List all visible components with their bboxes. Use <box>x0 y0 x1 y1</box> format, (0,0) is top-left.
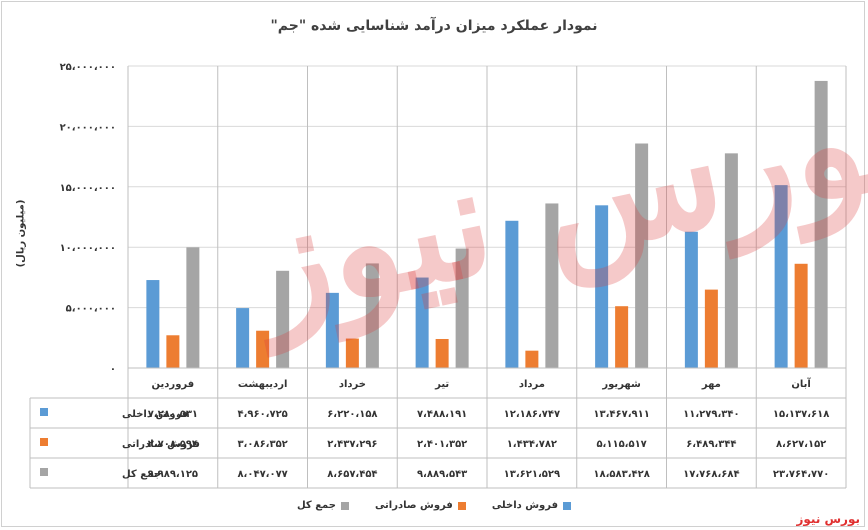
data-label: ۹،۸۸۹،۵۴۳ <box>417 469 467 480</box>
data-label: ۲،۴۳۷،۲۹۶ <box>327 439 377 450</box>
bar <box>186 247 200 368</box>
legend-key <box>40 438 48 446</box>
data-label: ۱،۴۳۴،۷۸۲ <box>507 439 557 450</box>
legend-label: فروش داخلی <box>491 500 559 511</box>
data-label: ۲،۴۰۱،۳۵۲ <box>417 439 467 450</box>
bar <box>455 248 469 368</box>
legend-label: جمع کل <box>296 500 336 511</box>
y-tick-label: ۲۰،۰۰۰،۰۰۰ <box>60 122 116 133</box>
data-label: ۸،۰۴۷،۰۷۷ <box>237 469 287 480</box>
data-label: ۷،۲۸۰،۵۳۱ <box>148 409 198 420</box>
bar <box>704 289 718 368</box>
chart-title: نمودار عملکرد میزان درآمد شناسایی شده "ج… <box>270 18 598 34</box>
data-label: ۶،۴۸۹،۳۴۴ <box>686 439 736 450</box>
category-label: فروردین <box>152 379 195 390</box>
data-label: ۱۳،۴۶۷،۹۱۱ <box>593 409 649 420</box>
data-label: ۲۳،۷۶۴،۷۷۰ <box>773 469 829 480</box>
y-tick-label: ۱۵،۰۰۰،۰۰۰ <box>60 183 116 194</box>
legend-item: فروش صادراتی <box>375 500 466 511</box>
bar <box>505 220 519 368</box>
bar <box>615 306 629 368</box>
legend-swatch <box>340 501 349 510</box>
bar <box>724 153 738 368</box>
bar <box>415 277 429 368</box>
legend-swatch <box>563 501 572 510</box>
data-label: ۱۲،۱۸۶،۷۴۷ <box>504 409 560 420</box>
bar <box>236 308 250 368</box>
series-name: فروش داخلی <box>122 409 188 420</box>
source-label: بورس نیوز <box>796 512 860 526</box>
y-tick-label: ۱۰،۰۰۰،۰۰۰ <box>60 243 116 254</box>
bar <box>545 203 559 368</box>
y-tick-label: ۵،۰۰۰،۰۰۰ <box>66 304 116 315</box>
bar <box>345 338 359 368</box>
data-label: ۱۵،۱۳۷،۶۱۸ <box>773 409 829 420</box>
data-label: ۸،۶۲۷،۱۵۲ <box>776 439 826 450</box>
data-label: ۹،۹۸۹،۱۲۵ <box>148 469 198 480</box>
bar <box>146 280 160 368</box>
legend: فروش داخلی فروش صادراتی جمع کل <box>0 500 868 511</box>
data-label: ۱۳،۶۲۱،۵۲۹ <box>504 469 560 480</box>
category-label: تیر <box>434 379 449 390</box>
category-label: اردیبهشت <box>238 379 288 390</box>
series-name: جمع کل <box>122 469 161 480</box>
bar <box>774 185 788 368</box>
series-name: فروش صادراتی <box>122 439 200 450</box>
bar <box>635 143 649 368</box>
data-label: ۷،۴۸۸،۱۹۱ <box>417 409 467 420</box>
bar <box>166 335 180 368</box>
legend-item: فروش داخلی <box>491 500 572 511</box>
bar <box>256 330 270 368</box>
category-label: شهریور <box>601 379 641 390</box>
legend-label: فروش صادراتی <box>374 500 453 511</box>
data-label: ۲،۷۰۸،۵۹۴ <box>148 439 198 450</box>
category-label: خرداد <box>339 379 366 390</box>
data-label: ۱۸،۵۸۳،۴۲۸ <box>593 469 649 480</box>
data-label: ۶،۲۲۰،۱۵۸ <box>327 409 377 420</box>
bar <box>276 270 290 368</box>
data-label: ۱۱،۲۷۹،۳۴۰ <box>683 409 739 420</box>
legend-key <box>40 468 48 476</box>
data-label: ۴،۹۶۰،۷۲۵ <box>237 409 287 420</box>
data-label: ۵،۱۱۵،۵۱۷ <box>596 439 646 450</box>
category-label: مرداد <box>519 379 545 390</box>
bar <box>595 205 609 368</box>
legend-swatch <box>457 501 466 510</box>
bar <box>435 338 449 368</box>
y-tick-label: ۰ <box>110 364 116 375</box>
bar <box>365 263 379 368</box>
bar <box>794 263 808 368</box>
data-label: ۳،۰۸۶،۳۵۲ <box>237 439 287 450</box>
category-label: مهر <box>701 379 721 390</box>
category-label: آبان <box>791 377 811 390</box>
bar <box>684 231 698 368</box>
y-tick-label: ۲۵،۰۰۰،۰۰۰ <box>60 62 116 73</box>
bar <box>525 350 539 368</box>
legend-item: جمع کل <box>297 500 349 511</box>
data-label: ۸،۶۵۷،۴۵۴ <box>327 469 377 480</box>
bar <box>325 292 339 368</box>
bar <box>814 80 828 369</box>
legend-key <box>40 408 48 416</box>
data-label: ۱۷،۷۶۸،۶۸۴ <box>683 469 739 480</box>
